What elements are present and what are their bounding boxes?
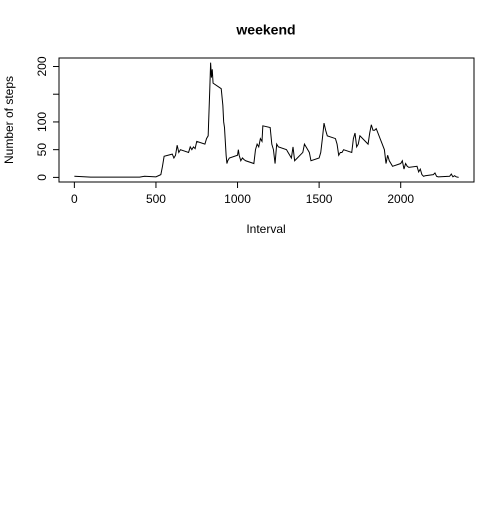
y-tick-label: 200 [35, 56, 49, 76]
x-tick-label: 2000 [387, 192, 414, 206]
y-tick-label: 100 [35, 112, 49, 132]
x-tick-label: 1500 [306, 192, 333, 206]
x-tick-label: 500 [146, 192, 166, 206]
y-tick-label: 50 [35, 143, 49, 157]
x-tick-label: 0 [71, 192, 78, 206]
y-tick-label: 0 [35, 174, 49, 181]
x-tick-label: 1000 [224, 192, 251, 206]
chart-title: weekend [235, 22, 295, 38]
line [74, 62, 459, 178]
y-axis-label: Number of steps [2, 76, 16, 164]
x-axis-label: Interval [246, 222, 285, 236]
